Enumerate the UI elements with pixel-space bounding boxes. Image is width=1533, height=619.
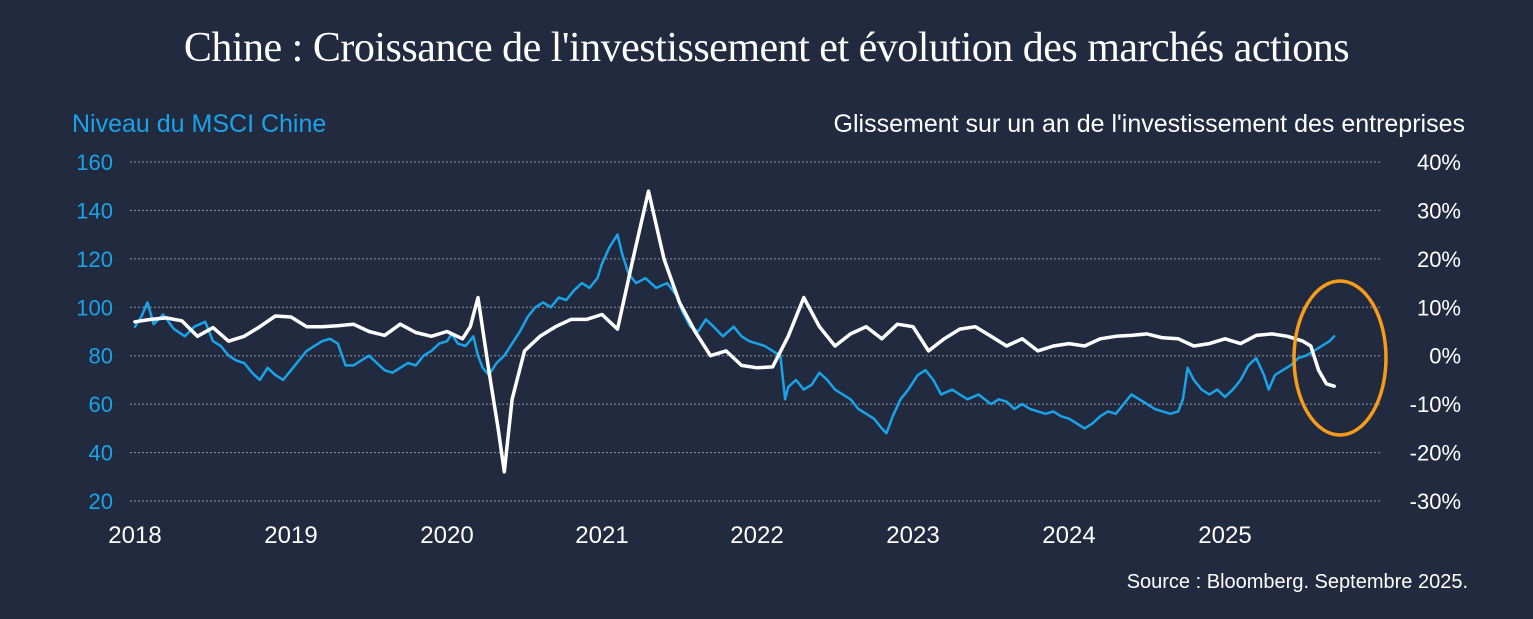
source-note: Source : Bloomberg. Septembre 2025.: [1126, 571, 1468, 593]
right-tick-label: -10%: [1410, 392, 1461, 417]
right-tick-label: 10%: [1417, 295, 1461, 320]
left-tick-label: 80: [89, 344, 113, 369]
right-tick-label: 20%: [1417, 247, 1461, 272]
right-tick-label: 40%: [1417, 150, 1461, 175]
x-tick-label: 2022: [730, 522, 783, 549]
left-tick-label: 120: [76, 247, 113, 272]
right-tick-label: -30%: [1410, 489, 1461, 514]
x-tick-label: 2024: [1042, 522, 1095, 549]
x-tick-label: 2019: [264, 522, 317, 549]
left-tick-label: 140: [76, 198, 113, 223]
msci-china-series-line: [133, 233, 1336, 435]
x-tick-label: 2023: [886, 522, 939, 549]
x-tick-label: 2021: [575, 522, 628, 549]
left-tick-label: 60: [89, 392, 113, 417]
right-axis-ticks: 40% 30% 20% 10% 0% -10% -20% -30%: [1410, 150, 1461, 514]
left-tick-label: 20: [89, 489, 113, 514]
series-group: [133, 189, 1336, 474]
left-tick-label: 100: [76, 295, 113, 320]
grid-lines: [130, 161, 1382, 502]
right-tick-label: 30%: [1417, 198, 1461, 223]
right-axis-label: Glissement sur un an de l'investissement…: [833, 110, 1465, 138]
x-axis-ticks: 2018 2019 2020 2021 2022 2023 2024 2025: [108, 522, 1251, 549]
highlight-ellipse: [1292, 279, 1388, 437]
x-tick-label: 2020: [420, 522, 473, 549]
right-tick-label: -20%: [1410, 441, 1461, 466]
left-axis-label: Niveau du MSCI Chine: [72, 110, 327, 138]
x-tick-label: 2018: [108, 522, 161, 549]
x-tick-label: 2025: [1198, 522, 1251, 549]
right-tick-label: 0%: [1429, 344, 1461, 369]
left-tick-label: 160: [76, 150, 113, 175]
left-tick-label: 40: [89, 441, 113, 466]
investment-growth-series-line: [133, 189, 1336, 474]
left-axis-ticks: 160 140 120 100 80 60 40 20: [76, 150, 113, 514]
chart-title: Chine : Croissance de l'investissement e…: [183, 25, 1350, 71]
